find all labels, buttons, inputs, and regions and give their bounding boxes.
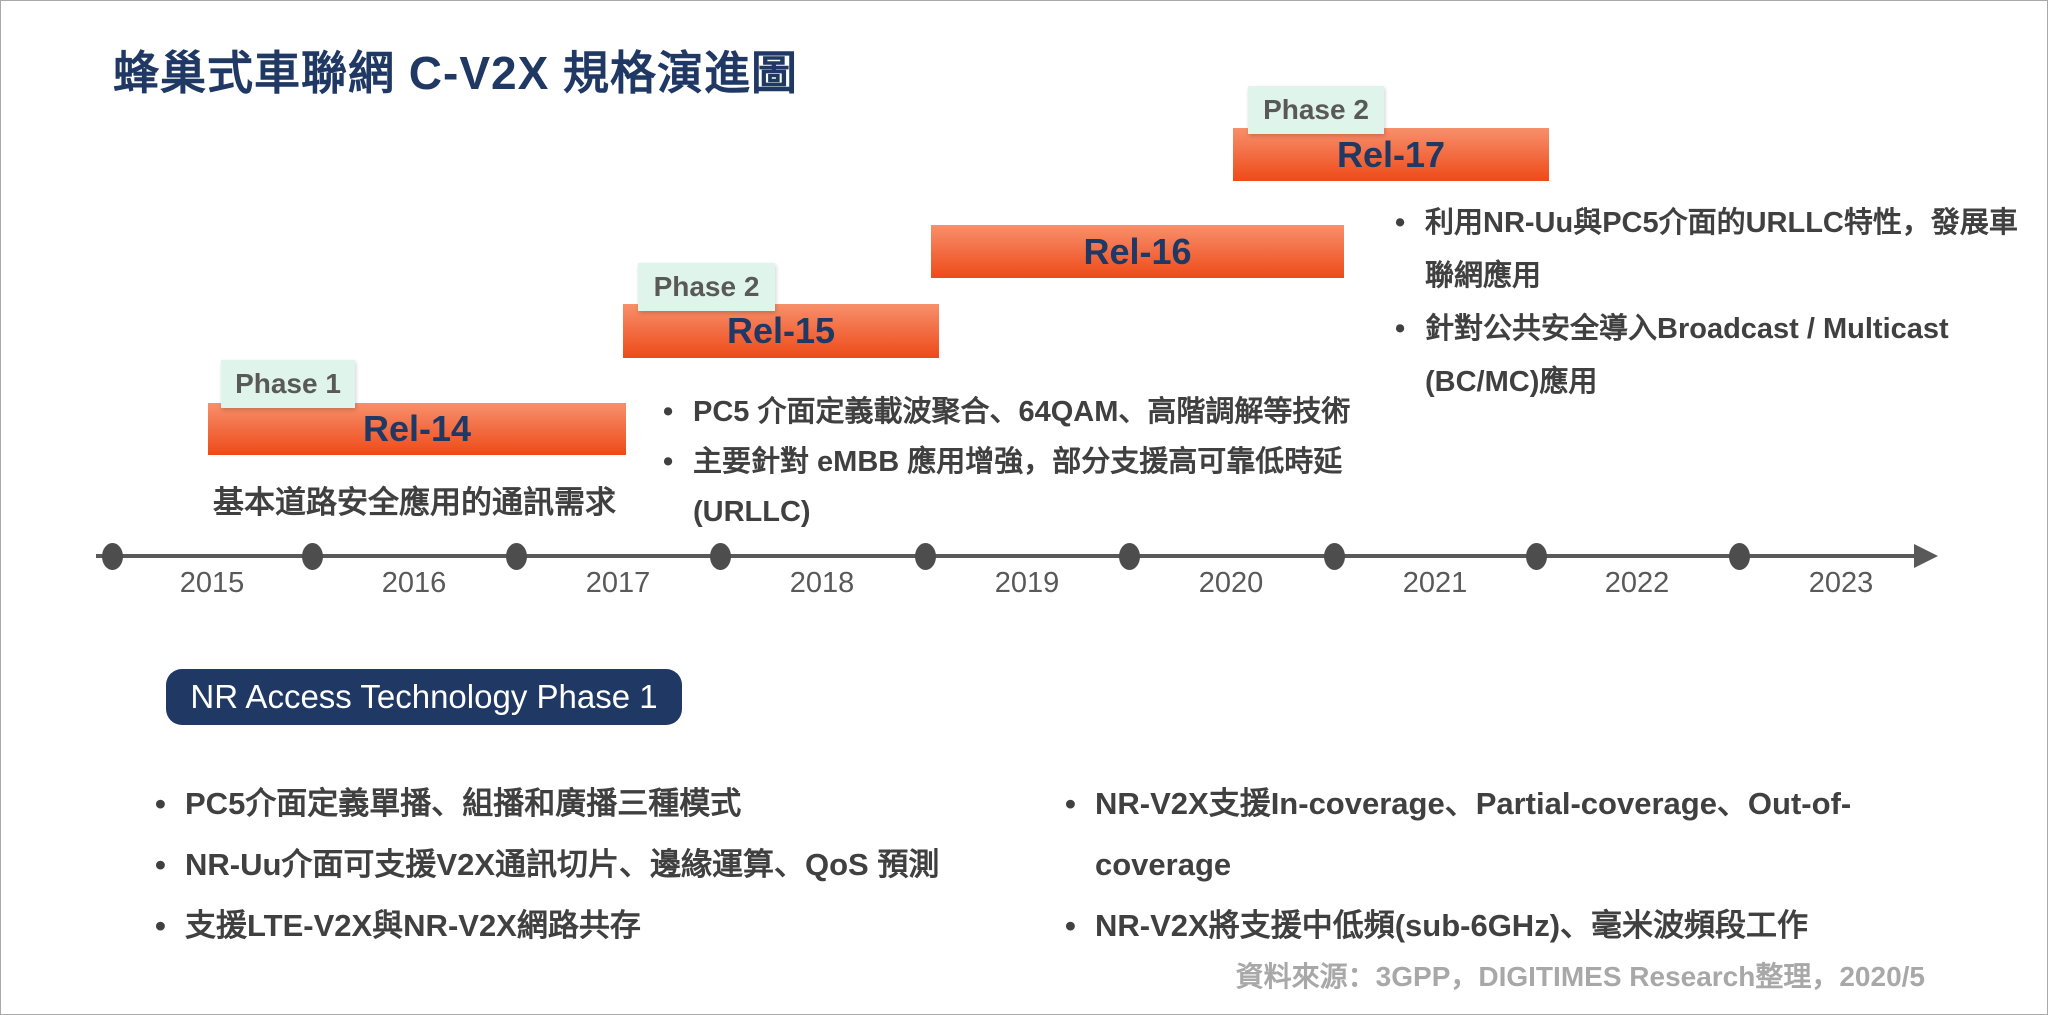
note-item: PC5 介面定義載波聚合、64QAM、高階調解等技術 [657,387,1437,437]
timeline-dot [1324,543,1345,570]
release-bar-rel14: Rel-14 [208,403,626,455]
nr-phase1-left-list: PC5介面定義單播、組播和廣播三種模式 NR-Uu介面可支援V2X通訊切片、邊緣… [149,773,1049,956]
timeline-arrow-icon [1914,544,1938,568]
rel14-caption: 基本道路安全應用的通訊需求 [213,485,616,520]
release-bar-label: Rel-16 [1083,230,1192,272]
release-bar-rel17: Rel-17 [1233,128,1549,181]
note-item: NR-Uu介面可支援V2X通訊切片、邊緣運算、QoS 預測 [149,834,1049,895]
release-bar-label: Rel-15 [726,310,836,351]
year-label-2021: 2021 [1402,567,1468,599]
year-label-2023: 2023 [1808,567,1874,599]
nr-phase1-badge: NR Access Technology Phase 1 [166,669,682,725]
note-item: 支援LTE-V2X與NR-V2X網路共存 [149,895,1049,956]
timeline-axis [96,554,1918,558]
year-label-2022: 2022 [1604,567,1670,599]
source-credit: 資料來源：3GPP，DIGITIMES Research整理，2020/5 [1235,961,1925,992]
year-label-2019: 2019 [994,567,1060,599]
phase-tag-rel15: Phase 2 [638,263,775,311]
release-bar-label: Rel-17 [1336,133,1446,175]
note-item: NR-V2X將支援中低頻(sub-6GHz)、毫米波頻段工作 [1059,895,1969,956]
phase-tag-rel17: Phase 2 [1248,86,1384,134]
year-label-2015: 2015 [179,567,245,599]
timeline-dot [1119,543,1140,570]
note-item: PC5介面定義單播、組播和廣播三種模式 [149,773,1049,834]
year-label-2018: 2018 [789,567,855,599]
release-bar-rel16: Rel-16 [931,225,1344,278]
note-item: 主要針對 eMBB 應用增強，部分支援高可靠低時延(URLLC) [657,437,1437,537]
timeline-dot [506,543,527,570]
rel17-notes-list: 利用NR-Uu與PC5介面的URLLC特性，發展車聯網應用 針對公共安全導入Br… [1389,197,2021,409]
timeline-dot [102,543,123,570]
page-title: 蜂巢式車聯網 C-V2X 規格演進圖 [113,47,799,99]
year-label-2017: 2017 [585,567,651,599]
note-item: 針對公共安全導入Broadcast / Multicast (BC/MC)應用 [1389,303,2021,409]
note-item: NR-V2X支援In-coverage、Partial-coverage、Out… [1059,773,1969,895]
timeline-dot [1729,543,1750,570]
note-item: 利用NR-Uu與PC5介面的URLLC特性，發展車聯網應用 [1389,197,2021,303]
timeline-dot [302,543,323,570]
release-bar-label: Rel-14 [362,408,472,449]
timeline-dot [710,543,731,570]
year-label-2020: 2020 [1198,567,1264,599]
nr-phase1-right-list: NR-V2X支援In-coverage、Partial-coverage、Out… [1059,773,1969,956]
phase-tag-rel14: Phase 1 [221,360,355,408]
timeline-dot [915,543,936,570]
year-label-2016: 2016 [381,567,447,599]
release-bar-rel15: Rel-15 [623,304,939,358]
timeline-dot [1526,543,1547,570]
rel15-notes-list: PC5 介面定義載波聚合、64QAM、高階調解等技術 主要針對 eMBB 應用增… [657,387,1437,537]
